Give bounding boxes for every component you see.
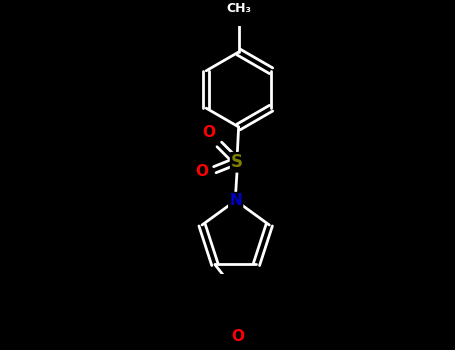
Text: O: O xyxy=(231,329,244,344)
Text: S: S xyxy=(231,153,243,171)
Text: CH₃: CH₃ xyxy=(226,2,251,15)
Text: O: O xyxy=(195,164,208,179)
Text: O: O xyxy=(202,125,215,140)
Text: N: N xyxy=(229,193,242,208)
